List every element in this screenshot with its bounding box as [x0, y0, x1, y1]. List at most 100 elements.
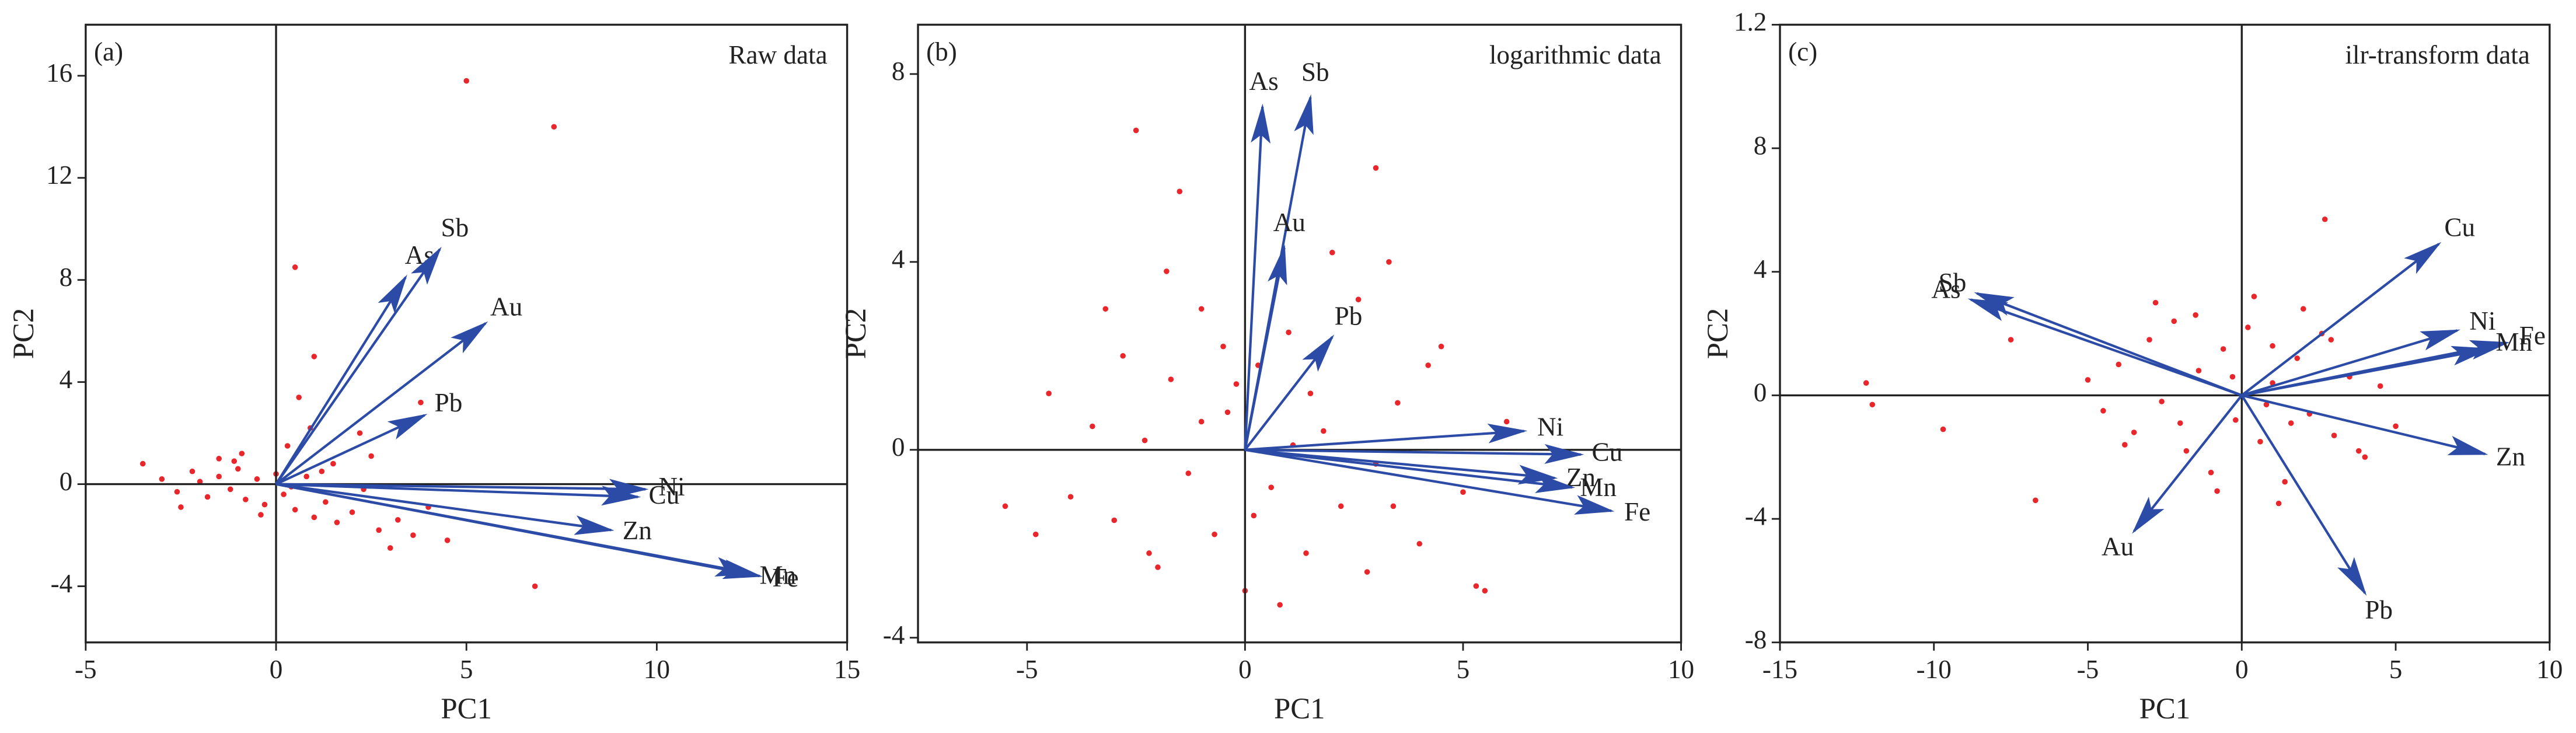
loading-label: Fe	[2519, 321, 2546, 350]
data-point	[243, 497, 249, 502]
data-point	[1307, 390, 1314, 396]
data-point	[323, 499, 329, 505]
data-point	[2328, 337, 2334, 343]
loading-label: Cu	[1592, 438, 1623, 467]
x-tick-label: -5	[1016, 655, 1038, 684]
data-point	[2220, 346, 2226, 352]
data-point	[2100, 408, 2106, 414]
panel-title: logarithmic data	[1489, 40, 1662, 69]
loading-arrow	[275, 274, 407, 485]
data-point	[1869, 402, 1876, 408]
data-point	[1303, 550, 1309, 556]
data-point	[532, 583, 538, 589]
data-point	[2251, 294, 2257, 299]
data-point	[296, 395, 302, 400]
x-tick-label: -5	[75, 655, 97, 684]
loading-arrow	[2240, 395, 2367, 596]
x-tick-label: 15	[834, 655, 860, 684]
data-point	[418, 399, 424, 406]
loading-label: Sb	[1939, 268, 1967, 297]
y-tick-label: 4	[1754, 254, 1767, 284]
data-point	[2159, 399, 2165, 404]
loading-arrow	[2241, 394, 2488, 456]
data-point	[1046, 390, 1052, 396]
data-point	[2195, 368, 2202, 374]
data-point	[2193, 312, 2198, 318]
data-point	[2270, 343, 2275, 349]
data-point	[216, 473, 222, 480]
x-axis-label: PC1	[1274, 692, 1325, 725]
data-point	[2362, 454, 2368, 460]
loading-label: Mn	[760, 560, 797, 589]
y-tick-label: -4	[1745, 501, 1767, 530]
data-point	[2300, 306, 2306, 312]
data-point	[2214, 488, 2220, 494]
data-point	[2263, 402, 2270, 408]
loading-label: Sb	[1301, 58, 1329, 87]
plot-frame	[917, 23, 1683, 644]
data-point	[216, 456, 222, 462]
data-point	[444, 537, 451, 543]
y-tick-label: 0	[1754, 378, 1767, 407]
panel-title: ilr-transform data	[2345, 40, 2530, 69]
data-point	[303, 473, 310, 480]
data-point	[1198, 306, 1205, 312]
data-point	[1416, 540, 1423, 547]
loading-arrow	[2132, 395, 2243, 534]
data-point	[227, 486, 233, 493]
data-point	[1395, 400, 1401, 406]
data-point	[551, 124, 557, 130]
loading-arrow	[2241, 345, 2491, 397]
data-point	[1102, 306, 1109, 312]
data-point	[1146, 550, 1152, 556]
data-point	[1321, 428, 1327, 434]
data-point	[1482, 588, 1488, 594]
loading-label: Ni	[2469, 306, 2495, 336]
data-point	[239, 451, 245, 456]
panel-label: (b)	[926, 37, 957, 67]
data-point	[2177, 420, 2183, 426]
y-tick-label: 8	[1754, 131, 1767, 160]
data-point	[2131, 430, 2137, 435]
x-tick-label: 0	[270, 655, 283, 684]
plot-frame	[1779, 23, 2551, 644]
y-tick-label: 12	[46, 160, 72, 190]
data-point	[1329, 249, 1335, 256]
data-point	[1364, 569, 1370, 575]
y-tick-label: -4	[51, 569, 73, 598]
loading-arrow	[1244, 103, 1271, 450]
loading-label: As	[1931, 275, 1960, 304]
data-point	[2171, 318, 2177, 324]
loading-arrow	[276, 479, 649, 499]
data-point	[334, 519, 340, 525]
data-point	[197, 479, 203, 485]
loading-arrow	[2241, 329, 2460, 397]
data-point	[1338, 503, 1344, 509]
x-tick-label: 0	[1238, 655, 1252, 684]
data-point	[1863, 380, 1869, 386]
data-point	[2116, 361, 2122, 368]
data-point	[258, 512, 264, 518]
loading-arrow	[275, 321, 488, 486]
data-point	[174, 488, 180, 495]
data-point	[2183, 448, 2190, 454]
data-point	[1220, 343, 1226, 350]
x-tick-label: 10	[644, 655, 670, 684]
data-point	[1251, 512, 1257, 519]
loading-arrow	[2240, 242, 2442, 397]
data-point	[463, 78, 470, 84]
data-point	[410, 532, 416, 538]
data-point	[2245, 324, 2251, 330]
data-point	[1233, 381, 1240, 387]
panel-title: Raw data	[728, 40, 827, 69]
data-point	[1133, 127, 1139, 134]
y-tick-label: -4	[883, 620, 905, 650]
data-point	[1373, 165, 1379, 171]
data-point	[1503, 418, 1510, 425]
loading-arrow	[275, 483, 615, 535]
data-point	[1164, 268, 1170, 274]
data-point	[2275, 500, 2282, 507]
loading-arrow	[1967, 298, 2242, 397]
loading-arrow	[1244, 334, 1335, 451]
loading-label: Zn	[2496, 442, 2525, 472]
